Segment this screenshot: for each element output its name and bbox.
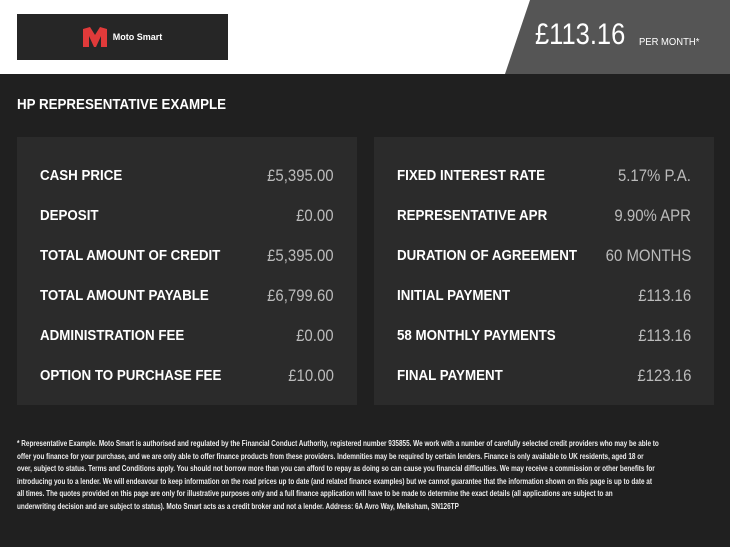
row-label: 58 MONTHLY PAYMENTS: [397, 328, 556, 344]
per-month-label: PER MONTH*: [639, 36, 700, 48]
row-value: £0.00: [296, 206, 334, 225]
row-label: TOTAL AMOUNT PAYABLE: [40, 288, 209, 304]
disclaimer-line: introducing you to a lender. We will end…: [17, 476, 652, 486]
row-label: INITIAL PAYMENT: [397, 288, 511, 304]
row-value: £5,395.00: [267, 246, 334, 265]
row-label: TOTAL AMOUNT OF CREDIT: [40, 248, 221, 264]
row-value: 5.17% P.A.: [618, 166, 691, 185]
finance-row: REPRESENTATIVE APR 9.90% APR: [397, 196, 691, 236]
row-value: £5,395.00: [267, 166, 334, 185]
row-label: FIXED INTEREST RATE: [397, 168, 545, 184]
brand-logo[interactable]: Moto Smart: [17, 14, 228, 60]
finance-panel-left: CASH PRICE £5,395.00 DEPOSIT £0.00 TOTAL A…: [17, 137, 357, 405]
disclaimer-line: underwriting decision and are subject to…: [17, 501, 459, 511]
row-value: £113.16: [638, 286, 691, 305]
disclaimer-line: * Representative Example. Moto Smart is …: [17, 439, 659, 448]
section-title: HP REPRESENTATIVE EXAMPLE: [17, 97, 227, 113]
row-value: £6,799.60: [267, 286, 334, 305]
row-value: £0.00: [296, 326, 334, 345]
row-label: ADMINISTRATION FEE: [40, 328, 185, 344]
brand-name: Moto Smart: [112, 32, 163, 42]
finance-row: TOTAL AMOUNT OF CREDIT £5,395.00: [40, 236, 334, 276]
row-value: £113.16: [638, 326, 691, 345]
monthly-price: £113.16: [535, 18, 626, 51]
row-value: 60 MONTHS: [605, 246, 691, 265]
row-value: £123.16: [636, 366, 691, 385]
finance-row: TOTAL AMOUNT PAYABLE £6,799.60: [40, 276, 334, 316]
row-value: £10.00: [288, 366, 334, 385]
disclaimer-line: all times. The quotes provided on this p…: [17, 489, 613, 499]
row-label: CASH PRICE: [40, 168, 123, 184]
finance-row: CASH PRICE £5,395.00: [40, 156, 334, 196]
row-label: OPTION TO PURCHASE FEE: [40, 368, 222, 384]
finance-row: OPTION TO PURCHASE FEE £10.00: [40, 356, 334, 396]
finance-row: INITIAL PAYMENT £113.16: [397, 276, 691, 316]
finance-row: FINAL PAYMENT £123.16: [397, 356, 691, 396]
row-label: DEPOSIT: [40, 208, 99, 224]
disclaimer-line: offer you finance for your purchase, and…: [17, 451, 644, 461]
disclaimer: * Representative Example. Moto Smart is …: [17, 438, 717, 514]
row-label: FINAL PAYMENT: [397, 368, 503, 384]
finance-row: 58 MONTHLY PAYMENTS £113.16: [397, 316, 691, 356]
row-value: 9.90% APR: [614, 206, 691, 225]
moto-smart-logo-icon: [82, 27, 107, 47]
finance-row: ADMINISTRATION FEE £0.00: [40, 316, 334, 356]
disclaimer-line: over, subject to status. Terms and Condi…: [17, 464, 655, 474]
row-label: REPRESENTATIVE APR: [397, 208, 548, 224]
price-panel: [505, 0, 730, 74]
finance-row: FIXED INTEREST RATE 5.17% P.A.: [397, 156, 691, 196]
row-label: DURATION OF AGREEMENT: [397, 248, 578, 264]
finance-row: DURATION OF AGREEMENT 60 MONTHS: [397, 236, 691, 276]
finance-panel-right: FIXED INTEREST RATE 5.17% P.A. REPRESENTA…: [374, 137, 714, 405]
finance-row: DEPOSIT £0.00: [40, 196, 334, 236]
